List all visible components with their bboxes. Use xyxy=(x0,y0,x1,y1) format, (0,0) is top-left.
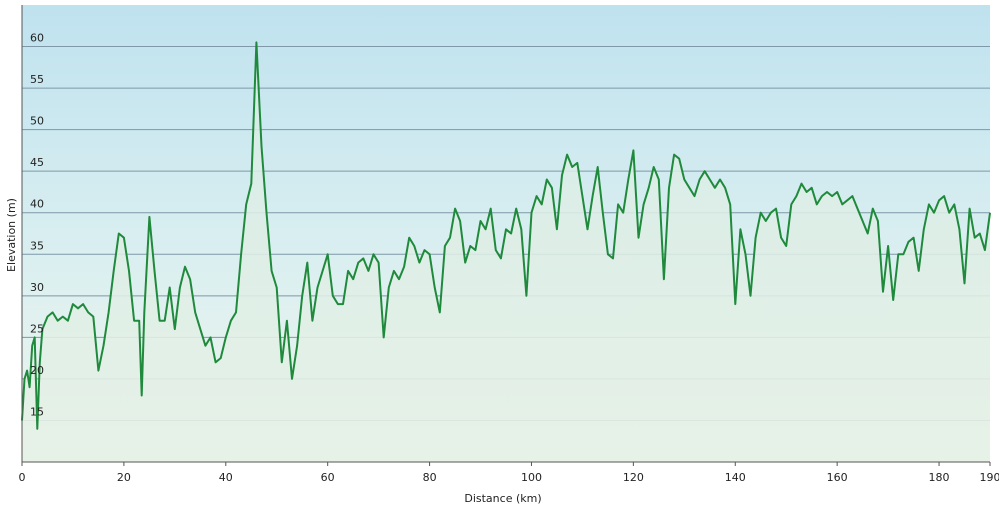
x-tick-label: 120 xyxy=(623,471,644,484)
elevation-area xyxy=(22,42,990,463)
y-tick-label: 55 xyxy=(30,73,44,86)
y-axis-title: Elevation (m) xyxy=(5,198,18,272)
y-tick-label: 20 xyxy=(30,364,44,377)
x-tick-label: 180 xyxy=(929,471,950,484)
x-tick-label: 20 xyxy=(117,471,131,484)
y-tick-label: 30 xyxy=(30,281,44,294)
y-tick-label: 40 xyxy=(30,198,44,211)
y-tick-label: 45 xyxy=(30,156,44,169)
x-tick-label: 190 xyxy=(980,471,999,484)
y-tick-label: 50 xyxy=(30,115,44,128)
x-tick-label: 0 xyxy=(19,471,26,484)
x-tick-label: 80 xyxy=(423,471,437,484)
x-tick-label: 60 xyxy=(321,471,335,484)
x-tick-label: 40 xyxy=(219,471,233,484)
elevation-line xyxy=(21,41,991,430)
y-tick-label: 60 xyxy=(30,32,44,45)
y-tick-label: 35 xyxy=(30,239,44,252)
y-tick-label: 25 xyxy=(30,322,44,335)
y-tick-label: 15 xyxy=(30,405,44,418)
x-tick-label: 140 xyxy=(725,471,746,484)
x-tick-label: 160 xyxy=(827,471,848,484)
x-axis-title: Distance (km) xyxy=(464,492,541,505)
x-tick-label: 100 xyxy=(521,471,542,484)
